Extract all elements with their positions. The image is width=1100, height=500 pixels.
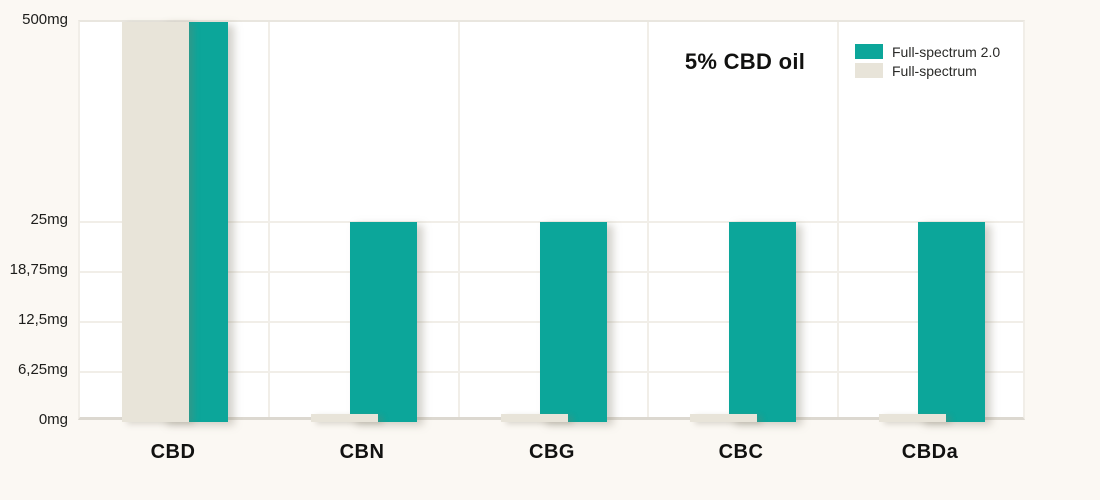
bar-full-spectrum-2-0-cbda xyxy=(918,222,985,422)
bar-full-spectrum-cbg xyxy=(501,414,568,422)
legend-item-full-spectrum-2-0: Full-spectrum 2.0 xyxy=(855,43,1000,60)
v-gridline xyxy=(647,22,649,417)
x-category-label-cbg: CBG xyxy=(529,441,575,463)
plot-area xyxy=(78,20,1025,422)
v-gridline xyxy=(268,22,270,417)
y-tick-label-6,25mg: 6,25mg xyxy=(17,361,68,378)
legend-swatch-beige xyxy=(855,63,883,78)
bar-full-spectrum-2-0-cbg xyxy=(540,222,607,422)
x-category-label-cbd: CBD xyxy=(150,441,196,463)
v-gridline xyxy=(837,22,839,417)
legend-swatch-teal xyxy=(855,44,883,59)
bar-full-spectrum-cbd xyxy=(122,22,189,422)
v-gridline xyxy=(458,22,460,417)
x-category-label-cbn: CBN xyxy=(339,441,385,463)
bar-full-spectrum-cbda xyxy=(879,414,946,422)
y-tick-label-500mg: 500mg xyxy=(22,11,68,28)
bar-full-spectrum-cbn xyxy=(311,414,378,422)
y-tick-label-12,5mg: 12,5mg xyxy=(17,311,68,328)
bar-full-spectrum-cbc xyxy=(690,414,757,422)
y-tick-label-0mg: 0mg xyxy=(38,411,68,428)
bar-full-spectrum-2-0-cbn xyxy=(350,222,417,422)
legend-label: Full-spectrum xyxy=(892,62,977,79)
legend-item-full-spectrum: Full-spectrum xyxy=(855,62,1000,79)
bar-full-spectrum-2-0-cbc xyxy=(729,222,796,422)
legend: Full-spectrum 2.0 Full-spectrum xyxy=(855,43,1000,81)
y-tick-label-18,75mg: 18,75mg xyxy=(9,261,68,278)
x-category-label-cbda: CBDa xyxy=(901,441,959,463)
chart-title: 5% CBD oil xyxy=(684,49,806,74)
legend-label: Full-spectrum 2.0 xyxy=(892,43,1001,60)
y-tick-label-25mg: 25mg xyxy=(30,211,68,228)
x-category-label-cbc: CBC xyxy=(718,441,764,463)
